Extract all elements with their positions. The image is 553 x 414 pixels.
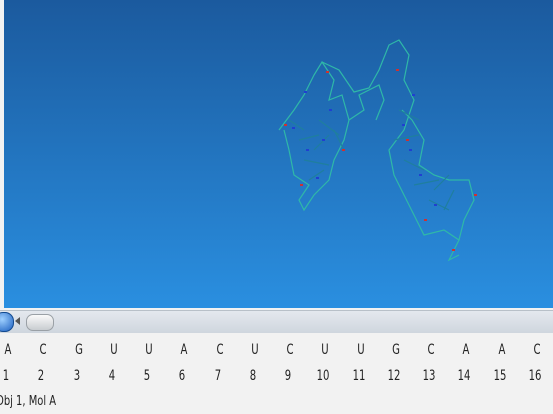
residue[interactable]: A	[490, 342, 514, 358]
3d-viewport[interactable]	[4, 0, 553, 308]
residue[interactable]: U	[243, 342, 267, 358]
residue[interactable]: U	[313, 342, 337, 358]
residue-number[interactable]: 5	[135, 368, 159, 384]
sequence-scrollbar[interactable]	[0, 310, 553, 333]
residue[interactable]: A	[0, 342, 20, 358]
nitrogen-atoms	[292, 92, 437, 205]
residue-number[interactable]: 11	[347, 368, 371, 384]
oxygen-atoms	[284, 70, 477, 250]
residue-number[interactable]: 2	[29, 368, 53, 384]
residue-number[interactable]: 10	[311, 368, 335, 384]
residue-number[interactable]: 3	[65, 368, 89, 384]
viewer-window: ACGUUACUCUUGCAAC 12345678910111213141516…	[0, 0, 553, 414]
status-text: Obj 1, Mol A	[0, 394, 56, 409]
scroll-button[interactable]	[0, 312, 14, 332]
residue[interactable]: U	[137, 342, 161, 358]
residue[interactable]: U	[102, 342, 126, 358]
molecule	[4, 0, 553, 308]
residue-number[interactable]: 1	[0, 368, 18, 384]
residue[interactable]: G	[384, 342, 408, 358]
residue[interactable]: C	[419, 342, 443, 358]
residue-number[interactable]: 14	[452, 368, 476, 384]
residue[interactable]: C	[525, 342, 549, 358]
residue[interactable]: G	[67, 342, 91, 358]
residue-number[interactable]: 15	[488, 368, 512, 384]
scroll-left-arrow[interactable]	[15, 317, 20, 325]
residue-number[interactable]: 16	[523, 368, 547, 384]
residue[interactable]: U	[349, 342, 373, 358]
scroll-thumb[interactable]	[26, 314, 54, 331]
residue[interactable]: C	[278, 342, 302, 358]
residue[interactable]: A	[454, 342, 478, 358]
residue-number[interactable]: 9	[276, 368, 300, 384]
residue[interactable]: A	[172, 342, 196, 358]
residue-number[interactable]: 6	[170, 368, 194, 384]
residue-number[interactable]: 12	[382, 368, 406, 384]
residue[interactable]: C	[31, 342, 55, 358]
residue-number[interactable]: 13	[417, 368, 441, 384]
residue-number[interactable]: 7	[206, 368, 230, 384]
backbone	[349, 85, 384, 120]
residue-number[interactable]: 4	[100, 368, 124, 384]
residue-number[interactable]: 8	[241, 368, 265, 384]
residue[interactable]: C	[208, 342, 232, 358]
